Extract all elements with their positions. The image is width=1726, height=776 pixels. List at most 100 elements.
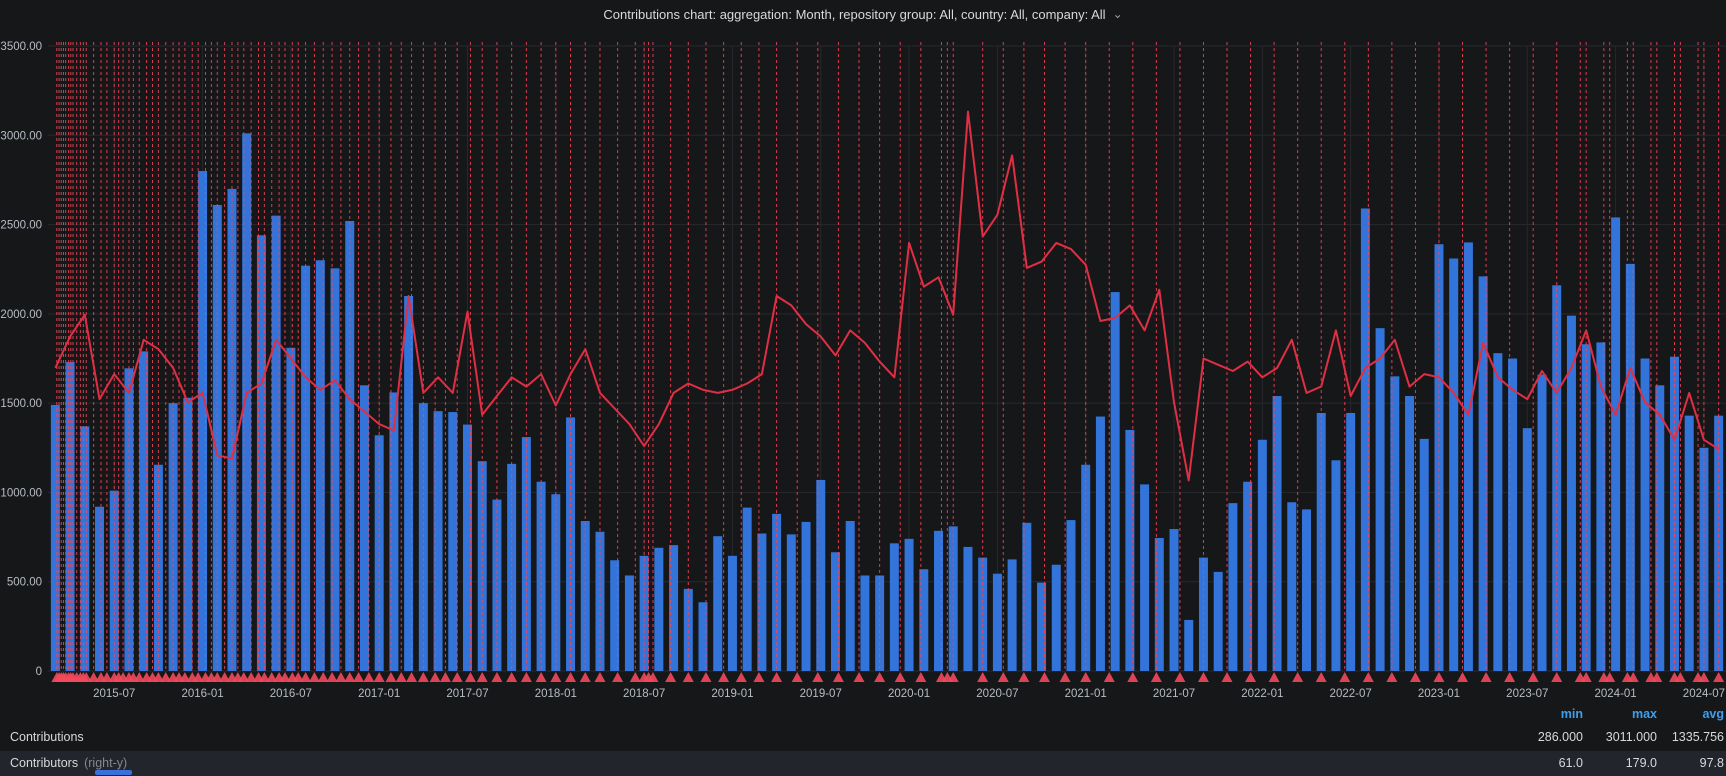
annotation-marker-icon[interactable] [133, 672, 145, 682]
contributions-bar[interactable] [727, 555, 737, 671]
annotation-marker-icon[interactable] [266, 672, 278, 682]
contributions-bar[interactable] [1375, 328, 1385, 671]
contributions-bar[interactable] [683, 588, 693, 671]
contributions-bar[interactable] [1552, 285, 1562, 671]
contributions-bar[interactable] [1493, 353, 1503, 671]
contributions-bar[interactable] [1257, 439, 1267, 671]
annotation-marker-icon[interactable] [997, 672, 1009, 682]
annotation-marker-icon[interactable] [1480, 672, 1492, 682]
annotation-marker-icon[interactable] [292, 672, 304, 682]
contributions-bar[interactable] [1625, 263, 1635, 671]
contributions-bar[interactable] [507, 463, 517, 671]
contributions-bar[interactable] [713, 536, 723, 671]
annotation-marker-icon[interactable] [1698, 672, 1710, 682]
contributions-bar[interactable] [1213, 571, 1223, 671]
annotation-marker-icon[interactable] [665, 672, 677, 682]
annotation-marker-icon[interactable] [1150, 672, 1162, 682]
annotation-marker-icon[interactable] [464, 672, 476, 682]
contributions-bar[interactable] [889, 543, 899, 671]
contributions-bar[interactable] [860, 575, 870, 671]
annotation-marker-icon[interactable] [520, 672, 532, 682]
annotation-marker-icon[interactable] [101, 672, 113, 682]
annotation-marker-icon[interactable] [88, 672, 100, 682]
legend-series-label[interactable]: Contributions [10, 730, 84, 744]
legend-header-avg[interactable]: avg [1702, 707, 1724, 721]
annotation-marker-icon[interactable] [317, 672, 329, 682]
contributions-bar[interactable] [992, 573, 1002, 671]
annotation-marker-icon[interactable] [947, 672, 959, 682]
annotation-marker-icon[interactable] [1018, 672, 1030, 682]
contributions-bar[interactable] [1169, 529, 1179, 671]
contributions-bar[interactable] [934, 530, 944, 671]
contributions-bar[interactable] [875, 575, 885, 671]
contributions-bar[interactable] [1463, 242, 1473, 671]
panel-title-dropdown[interactable]: Contributions chart: aggregation: Month,… [0, 0, 1726, 28]
annotation-marker-icon[interactable] [647, 672, 659, 682]
legend-series-label[interactable]: Contributors (right-y) [10, 756, 127, 770]
contributions-bar[interactable] [1611, 217, 1621, 671]
contributions-bar[interactable] [1655, 385, 1665, 671]
contributions-bar[interactable] [389, 392, 399, 671]
contributions-bar[interactable] [1287, 502, 1297, 671]
annotation-marker-icon[interactable] [565, 672, 577, 682]
annotation-marker-icon[interactable] [853, 672, 865, 682]
contributions-bar[interactable] [124, 368, 134, 671]
annotation-marker-icon[interactable] [1713, 672, 1725, 682]
annotation-marker-icon[interactable] [1103, 672, 1115, 682]
annotation-marker-icon[interactable] [245, 672, 257, 682]
contributions-bar[interactable] [1684, 415, 1694, 671]
contributions-bar[interactable] [919, 569, 929, 671]
contributions-bar[interactable] [65, 362, 75, 671]
annotation-marker-icon[interactable] [894, 672, 906, 682]
annotation-marker-icon[interactable] [395, 672, 407, 682]
contributions-bar[interactable] [757, 533, 767, 672]
contributions-bar[interactable] [95, 506, 105, 671]
contributions-bar[interactable] [1419, 438, 1429, 671]
annotation-marker-icon[interactable] [718, 672, 730, 682]
contributions-bar[interactable] [1714, 415, 1724, 671]
contributions-bar[interactable] [227, 188, 237, 671]
annotation-marker-icon[interactable] [1386, 672, 1398, 682]
annotation-marker-icon[interactable] [1221, 672, 1233, 682]
horizontal-scrollbar-thumb[interactable] [95, 770, 132, 775]
contributions-bar[interactable] [1669, 356, 1679, 671]
annotation-marker-icon[interactable] [429, 672, 441, 682]
annotation-marker-icon[interactable] [832, 672, 844, 682]
annotation-marker-icon[interactable] [753, 672, 765, 682]
annotation-marker-icon[interactable] [977, 672, 989, 682]
contributions-bar[interactable] [315, 260, 325, 671]
contributions-bar[interactable] [786, 534, 796, 671]
contributions-bar[interactable] [816, 479, 826, 671]
contributions-bar[interactable] [948, 526, 958, 671]
annotation-marker-icon[interactable] [80, 672, 92, 682]
contributions-bar[interactable] [1051, 564, 1061, 671]
annotation-marker-icon[interactable] [219, 672, 231, 682]
annotation-marker-icon[interactable] [211, 672, 223, 682]
contributions-bar[interactable] [1302, 509, 1311, 671]
contributions-bar[interactable] [1390, 376, 1400, 671]
contributions-bar[interactable] [1596, 342, 1606, 671]
contributions-bar[interactable] [1243, 481, 1253, 671]
contributions-bar[interactable] [1140, 484, 1150, 671]
contributions-bar[interactable] [624, 575, 634, 671]
contributions-bar[interactable] [963, 546, 973, 671]
contributions-bar[interactable] [1110, 292, 1120, 671]
annotation-marker-icon[interactable] [300, 672, 312, 682]
annotation-marker-icon[interactable] [612, 672, 624, 682]
annotation-marker-icon[interactable] [1080, 672, 1092, 682]
contributions-bar[interactable] [330, 268, 340, 671]
annotation-marker-icon[interactable] [373, 672, 385, 682]
contributions-bar[interactable] [1066, 520, 1076, 671]
annotation-marker-icon[interactable] [353, 672, 365, 682]
contributions-bar[interactable] [845, 521, 855, 671]
annotation-marker-icon[interactable] [1268, 672, 1280, 682]
annotation-marker-icon[interactable] [439, 672, 451, 682]
legend-header-min[interactable]: min [1560, 707, 1583, 721]
annotation-marker-icon[interactable] [1174, 672, 1186, 682]
contributions-bar[interactable] [109, 490, 119, 671]
contributions-bar[interactable] [801, 521, 811, 671]
annotation-marker-icon[interactable] [535, 672, 547, 682]
contributions-bar[interactable] [772, 513, 782, 671]
annotation-marker-icon[interactable] [1038, 672, 1050, 682]
annotation-marker-icon[interactable] [326, 672, 338, 682]
